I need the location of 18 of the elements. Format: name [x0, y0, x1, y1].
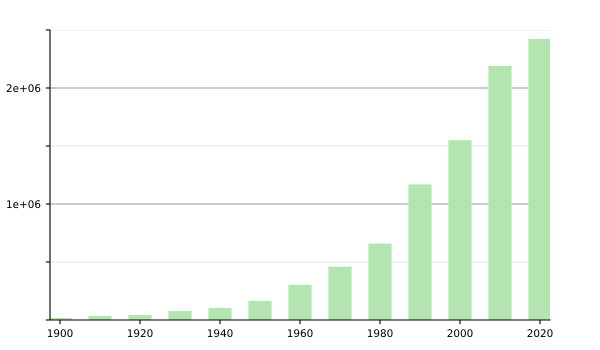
bar: [168, 310, 192, 320]
bar: [288, 284, 312, 320]
bar: [248, 300, 272, 320]
bar: [328, 266, 352, 320]
bar: [408, 184, 432, 320]
x-tick-label: 1960: [288, 329, 313, 338]
bar: [488, 66, 512, 320]
y-tick-label: 2e+06: [6, 84, 40, 92]
x-tick-label: 1900: [48, 329, 73, 338]
bar: [448, 140, 472, 320]
x-tick-label: 2020: [528, 329, 553, 338]
x-tick-label: 1920: [128, 329, 153, 338]
x-tick-label: 1940: [208, 329, 233, 338]
x-tick-label: 1980: [368, 329, 393, 338]
bar: [368, 244, 392, 320]
x-tick-label: 2000: [448, 329, 473, 338]
y-tick-label: 1e+06: [7, 200, 40, 208]
bar: [208, 308, 232, 320]
